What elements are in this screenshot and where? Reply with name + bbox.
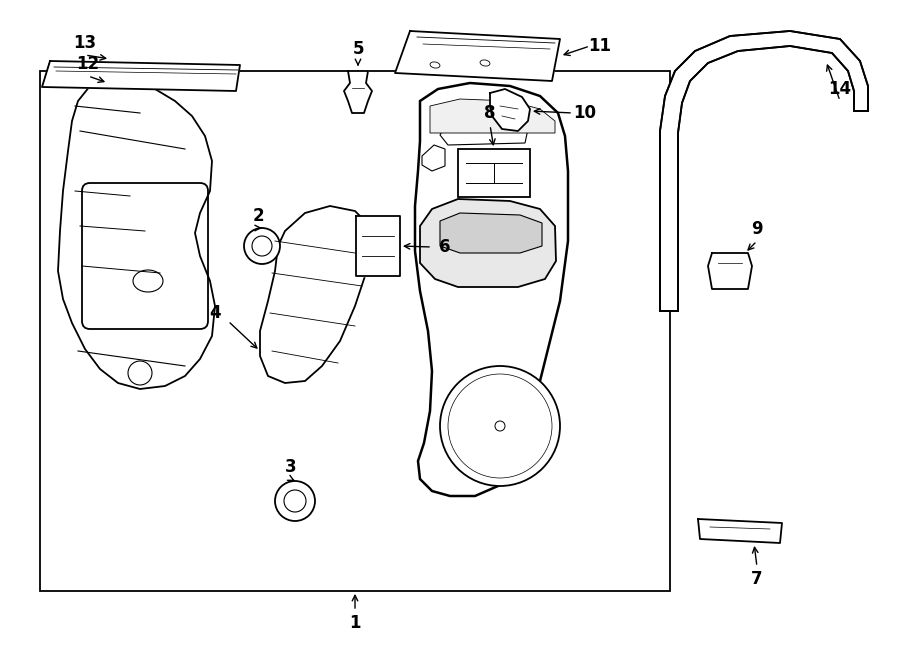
Polygon shape [42, 61, 240, 91]
Circle shape [244, 228, 280, 264]
Polygon shape [490, 89, 530, 131]
Text: 7: 7 [752, 570, 763, 588]
Polygon shape [260, 206, 372, 383]
Text: 8: 8 [484, 104, 496, 122]
Polygon shape [356, 216, 400, 276]
Polygon shape [422, 145, 445, 171]
Text: 2: 2 [252, 207, 264, 225]
Polygon shape [708, 253, 752, 289]
Polygon shape [660, 31, 868, 311]
Text: 9: 9 [752, 220, 763, 238]
Text: 3: 3 [285, 458, 297, 476]
Text: 5: 5 [352, 40, 364, 58]
Polygon shape [430, 99, 555, 133]
Polygon shape [420, 199, 556, 287]
Text: 13: 13 [74, 34, 96, 52]
Text: 14: 14 [828, 80, 851, 98]
Text: 10: 10 [573, 104, 597, 122]
Bar [458, 149, 530, 197]
Polygon shape [344, 71, 372, 113]
Polygon shape [440, 213, 542, 253]
Polygon shape [395, 31, 560, 81]
Polygon shape [415, 83, 568, 496]
Polygon shape [58, 81, 215, 389]
Circle shape [440, 366, 560, 486]
Bar [40, 71, 670, 591]
Text: 1: 1 [349, 614, 361, 632]
Text: 11: 11 [589, 37, 611, 55]
Text: 4: 4 [209, 304, 220, 322]
Text: 12: 12 [76, 55, 100, 73]
Circle shape [275, 481, 315, 521]
Polygon shape [698, 519, 782, 543]
Polygon shape [440, 119, 528, 145]
Text: 6: 6 [439, 238, 451, 256]
